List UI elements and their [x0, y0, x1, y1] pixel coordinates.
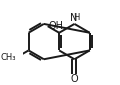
Text: H: H — [74, 13, 80, 22]
Text: N: N — [70, 13, 77, 23]
Text: O: O — [71, 74, 78, 84]
Text: OH: OH — [48, 21, 63, 31]
Text: CH₃: CH₃ — [0, 53, 16, 62]
